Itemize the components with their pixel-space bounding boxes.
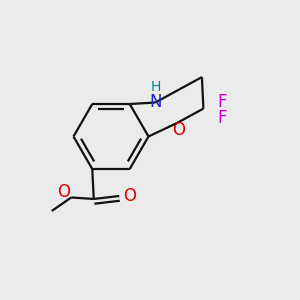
Text: O: O [172, 122, 185, 140]
Text: O: O [124, 187, 136, 205]
Text: F: F [218, 109, 227, 127]
Text: F: F [218, 93, 227, 111]
Text: N: N [150, 93, 162, 111]
Text: O: O [57, 183, 70, 201]
Text: H: H [151, 80, 161, 94]
